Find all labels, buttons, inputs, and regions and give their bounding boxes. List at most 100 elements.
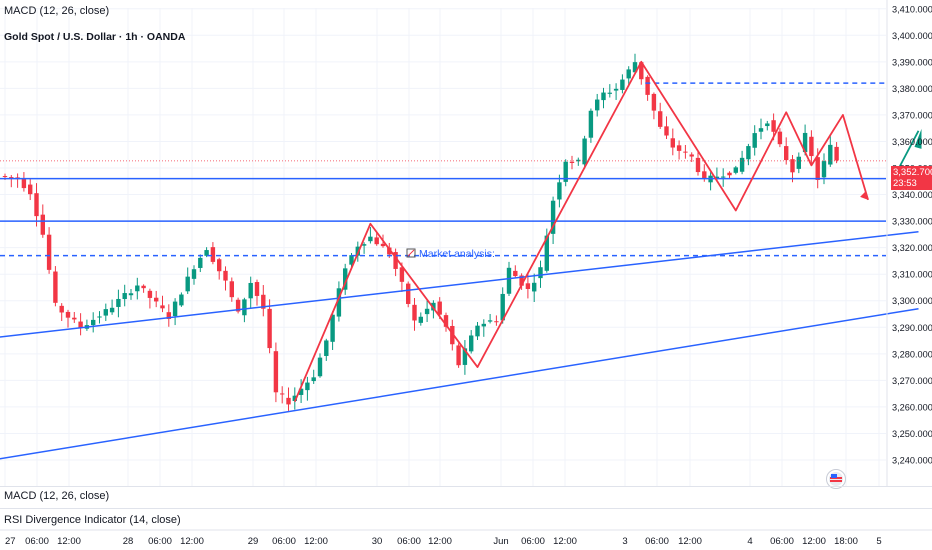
pane-separator[interactable] [0,508,932,509]
candle-body [569,161,575,163]
price-axis: 3,240.000 3,250.000 3,260.000 3,270.000 3,28… [892,4,932,465]
candle-body [450,325,455,345]
candle-body [815,157,820,180]
candle-body [721,176,726,178]
candle-body [72,317,77,320]
macd-pane-label[interactable]: MACD (12, 26, close) [4,490,110,502]
candle [601,87,606,109]
candle-body [116,298,121,307]
candle [97,311,102,324]
candle-body [229,281,234,298]
candle [46,227,52,274]
time-tick-label: 5 [876,536,881,547]
price-tick-label: 3,370.000 [892,110,932,120]
candle-body [607,92,612,94]
candle-body [576,159,581,162]
candle-body [765,123,770,127]
candle-body [437,301,442,315]
candle-body [563,161,568,182]
candle-body [519,275,524,286]
candle [689,152,694,163]
candle [59,303,64,321]
candle [324,338,329,361]
candle-body [620,79,625,90]
candle [557,174,562,208]
candle [72,312,77,323]
candle [784,137,789,165]
candle-body [78,321,83,328]
candle [235,297,241,314]
candle-body [109,307,115,313]
candle [28,178,33,201]
candle-body [166,312,171,319]
candle-body [198,257,203,268]
candles [2,53,839,411]
rsi-pane-label[interactable]: RSI Divergence Indicator (14, close) [4,514,181,526]
candle [462,340,468,375]
pane-separator[interactable] [0,486,932,487]
candle [141,284,146,293]
price-tick-label: 3,260.000 [892,402,932,412]
candle-body [28,184,33,195]
candle-body [53,271,58,303]
candle [122,284,127,307]
candle [368,226,373,244]
candle [78,313,83,336]
time-tick-label: 12:00 [678,536,702,547]
price-tick-label: 3,380.000 [892,84,932,94]
candle [15,173,20,188]
candle-body [739,157,745,172]
candle [676,140,682,160]
candle-body [557,182,562,200]
candle [185,267,190,294]
candle-body [59,305,64,313]
candle-body [683,151,688,153]
candle [91,312,96,333]
symbol-title[interactable]: Gold Spot / U.S. Dollar · 1h · OANDA [4,31,186,43]
time-axis: 27 06:00 12:00 28 06:00 12:00 29 06:00 12:00 30 06… [5,536,882,547]
candle-body [399,267,405,282]
candle-body [809,136,814,157]
candle [796,152,801,174]
candle-body [204,250,209,256]
candle-body [821,161,827,178]
candle [695,151,701,176]
candle-body [588,110,594,138]
candle [632,53,638,75]
candle-body [393,252,398,269]
candle-body [217,259,222,272]
note-icon [406,248,416,258]
candle-body [695,157,701,173]
candle [65,309,71,328]
candle [525,273,531,299]
candle [550,196,556,244]
candle [273,342,279,403]
candle [298,379,304,403]
candle [607,84,612,98]
candle-body [210,247,216,262]
candle-body [658,111,663,127]
candle [179,292,184,307]
candle [765,120,770,131]
trendline [0,230,919,338]
price-tick-label: 3,320.000 [892,243,932,253]
candle-body [65,311,71,318]
last-price-tag: 3,352.700 23:53 [891,166,932,190]
time-tick-label: Jun [493,536,508,547]
candle-body [532,282,537,292]
candle-body [191,269,197,279]
candle [160,295,165,313]
candle [424,300,430,323]
time-tick-label: 28 [123,536,134,547]
candle [538,260,543,288]
flag-icon[interactable] [826,469,846,489]
candle-body [525,283,531,289]
candle-body [828,144,833,165]
candle [443,312,449,332]
candle-body [418,316,423,323]
time-tick-label: 06:00 [148,536,172,547]
candle [494,315,499,326]
candle-body [702,171,707,179]
time-tick-label: 12:00 [428,536,452,547]
